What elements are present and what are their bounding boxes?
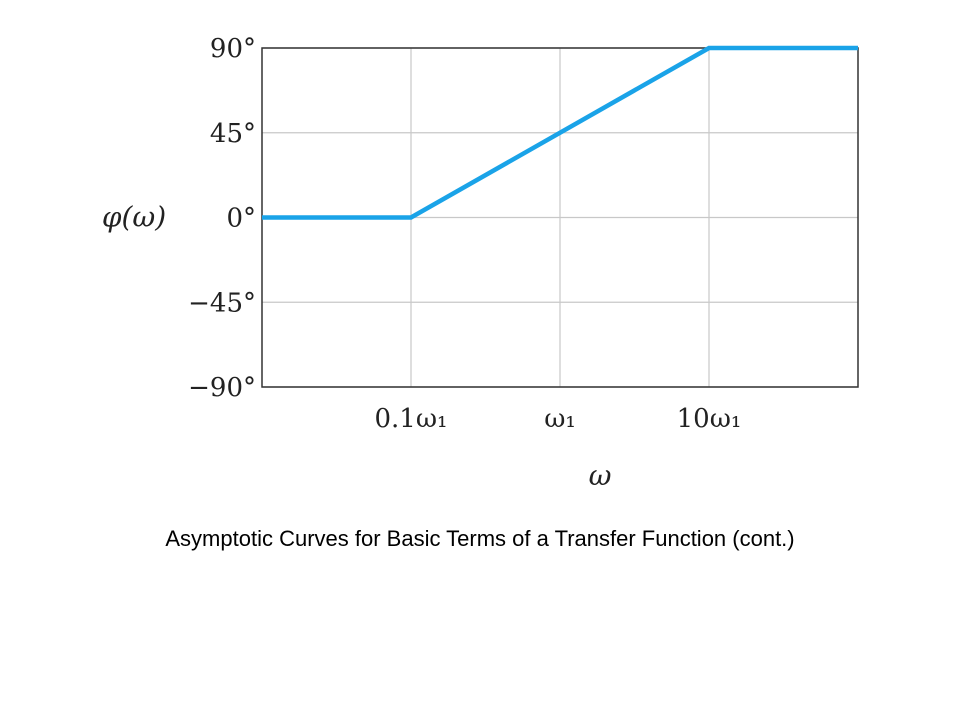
phase-plot: 90° 45° 0° −45° −90° 0.1ω₁ ω₁ 10ω₁ φ(ω) ω [102, 34, 859, 492]
x-axis-title: ω [589, 459, 612, 492]
y-tick-label-1: 45° [210, 119, 256, 149]
y-tick-label-2: 0° [226, 204, 256, 234]
y-axis-title: φ(ω) [102, 201, 166, 234]
x-tick-label-0: 0.1ω₁ [375, 404, 448, 434]
series-layer [262, 45, 858, 220]
figure-caption: Asymptotic Curves for Basic Terms of a T… [165, 526, 795, 551]
y-tick-label-3: −45° [188, 288, 256, 318]
y-tick-label-4: −90° [188, 373, 256, 403]
y-tick-labels: 90° 45° 0° −45° −90° [188, 34, 256, 403]
x-tick-labels: 0.1ω₁ ω₁ 10ω₁ [375, 404, 742, 434]
x-tick-label-1: ω₁ [544, 404, 576, 434]
y-tick-label-0: 90° [210, 34, 256, 64]
series-line-0 [262, 45, 858, 220]
x-tick-label-2: 10ω₁ [677, 404, 742, 434]
